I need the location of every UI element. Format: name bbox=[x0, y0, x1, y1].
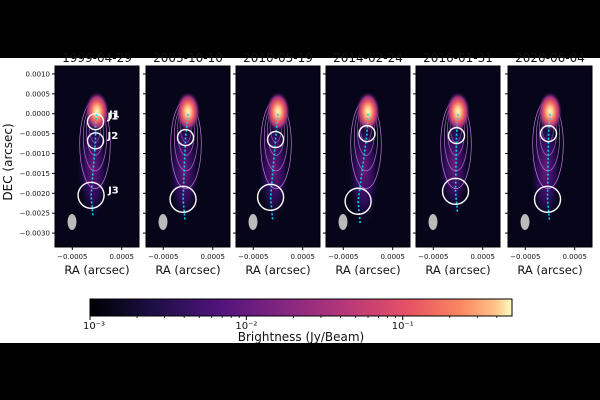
x-axis-label: RA (arcsec) bbox=[335, 263, 400, 277]
beam-ellipse bbox=[248, 213, 258, 230]
x-tick-label: 0.0005 bbox=[470, 253, 495, 261]
axes-frame bbox=[235, 65, 321, 248]
jet-emission bbox=[349, 113, 379, 226]
ridge-line bbox=[357, 113, 369, 224]
x-axis-label: RA (arcsec) bbox=[155, 263, 220, 277]
ridge-line bbox=[90, 113, 98, 218]
panel-3: 2010-05-19 −0.0005 0.0005 RA (arcsec) bbox=[233, 51, 321, 277]
core bbox=[176, 91, 200, 132]
core bbox=[446, 91, 470, 132]
x-tick-label: −0.0005 bbox=[418, 253, 448, 261]
axes-frame bbox=[54, 65, 140, 248]
jet-emission bbox=[531, 113, 561, 224]
y-tick-label: 0.0010 bbox=[26, 70, 51, 78]
colorbar-gradient bbox=[89, 298, 513, 317]
x-axis-label: RA (arcsec) bbox=[517, 263, 582, 277]
component-label: J2 bbox=[107, 131, 119, 142]
axes-frame bbox=[325, 65, 411, 248]
component-circle bbox=[77, 181, 105, 209]
beam-ellipse bbox=[67, 213, 77, 230]
x-tick-label: −0.0005 bbox=[328, 253, 358, 261]
jet-emission bbox=[259, 113, 289, 222]
axes-frame bbox=[415, 65, 501, 248]
component-circle bbox=[169, 185, 197, 213]
y-tick-label: −0.0030 bbox=[20, 230, 50, 238]
y-tick-label: −0.0005 bbox=[20, 130, 50, 138]
colorbar-tick-label: 10⁻³ bbox=[83, 321, 105, 332]
x-axis-label: RA (arcsec) bbox=[425, 263, 490, 277]
component-circle bbox=[441, 177, 470, 206]
panel-title: 2020-06-04 bbox=[515, 51, 585, 65]
x-axis-label: RA (arcsec) bbox=[245, 263, 310, 277]
y-tick-label: −0.0025 bbox=[20, 210, 50, 218]
component-label: J3 bbox=[107, 185, 119, 196]
core bbox=[356, 91, 380, 132]
component-circle bbox=[533, 185, 562, 213]
ridge-line bbox=[269, 113, 279, 220]
y-tick-label: −0.0015 bbox=[20, 170, 50, 178]
colorbar-tick-label: 10⁻² bbox=[235, 321, 257, 332]
beam-ellipse bbox=[338, 213, 348, 230]
component-circle bbox=[539, 124, 558, 143]
x-tick-label: 0.0005 bbox=[109, 253, 134, 261]
y-tick-label: −0.0020 bbox=[20, 190, 50, 198]
component-circle bbox=[344, 187, 372, 215]
y-tick-label: −0.0010 bbox=[20, 150, 50, 158]
axes-frame bbox=[145, 65, 231, 248]
y-tick-label: 0.0005 bbox=[26, 90, 51, 98]
panel-6: 2020-06-04 −0.0005 0.0005 RA (arcsec) bbox=[505, 51, 593, 277]
component-circle bbox=[358, 124, 376, 143]
y-tick-label: 0.0000 bbox=[26, 110, 51, 118]
jet-emission bbox=[439, 113, 469, 216]
panel-title: 2014-02-24 bbox=[333, 51, 403, 65]
panel-title: 2016-01-31 bbox=[423, 51, 493, 65]
x-tick-label: −0.0005 bbox=[238, 253, 268, 261]
panel-2: 2003-10-10 −0.0005 0.0005 RA (arcsec) bbox=[143, 51, 231, 277]
component-circle bbox=[256, 183, 285, 211]
axes-frame bbox=[507, 65, 593, 248]
beam-ellipse bbox=[520, 213, 530, 230]
component-label: J1 bbox=[108, 110, 120, 121]
component-circle bbox=[176, 128, 195, 147]
x-tick-label: 0.0005 bbox=[562, 253, 587, 261]
component-circle bbox=[447, 126, 466, 145]
beam-ellipse bbox=[428, 213, 438, 230]
core bbox=[538, 91, 562, 132]
x-tick-label: 0.0005 bbox=[380, 253, 405, 261]
x-tick-label: −0.0005 bbox=[510, 253, 540, 261]
ridge-line bbox=[546, 113, 551, 222]
x-tick-label: −0.0005 bbox=[57, 253, 87, 261]
y-axis-label: DEC (arcsec) bbox=[1, 123, 15, 200]
colorbar-label: Brightness (Jy/Beam) bbox=[238, 330, 364, 344]
x-axis-label: RA (arcsec) bbox=[64, 263, 129, 277]
panel-5: 2016-01-31 −0.0005 0.0005 RA (arcsec) bbox=[413, 51, 501, 277]
beam-ellipse bbox=[158, 213, 168, 230]
ridge-line bbox=[182, 113, 189, 222]
colorbar-tick-label: 10⁻¹ bbox=[392, 321, 414, 332]
component-circle bbox=[266, 130, 285, 149]
x-tick-label: 0.0005 bbox=[290, 253, 315, 261]
component-label: J1 bbox=[107, 112, 119, 123]
component-circle bbox=[86, 132, 105, 150]
colorbar-ticks: 10⁻³ 10⁻² 10⁻¹ bbox=[83, 316, 498, 332]
x-tick-label: 0.0005 bbox=[200, 253, 225, 261]
panel-title: 2010-05-19 bbox=[243, 51, 313, 65]
panel-title: 2003-10-10 bbox=[153, 51, 223, 65]
component-circle bbox=[86, 112, 105, 131]
x-tick-label: −0.0005 bbox=[148, 253, 178, 261]
ridge-line bbox=[454, 113, 459, 214]
core bbox=[266, 91, 290, 132]
panel-4: 2014-02-24 −0.0005 0.0005 RA (arcsec) bbox=[323, 51, 411, 277]
panel-title: 1999-04-29 bbox=[62, 51, 132, 65]
colorbar: 10⁻³ 10⁻² 10⁻¹ Brightness (Jy/Beam) bbox=[83, 298, 513, 344]
jet-emission bbox=[169, 113, 199, 224]
